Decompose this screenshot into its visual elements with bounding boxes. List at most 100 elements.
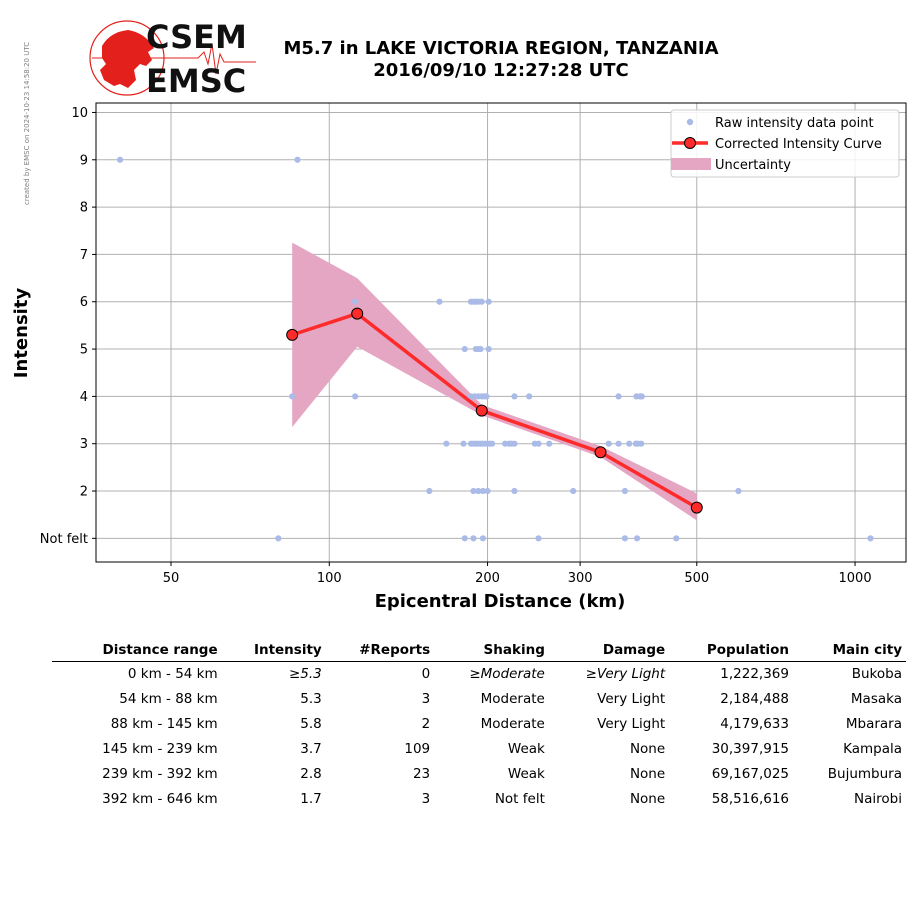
header-intensity: Intensity [221,640,326,662]
uncertainty-band [292,242,697,521]
legend-uncertainty-label: Uncertainty [715,158,791,173]
x-tick-label: 1000 [839,571,872,586]
cell-damage: None [629,741,666,757]
cell-main-city: Kampala [843,741,902,757]
raw-data-point [511,487,518,495]
cell-population: 58,516,616 [711,791,789,807]
table-row: 239 km - 392 km 2.8 23 Weak None 69,167,025 Bu… [52,762,906,787]
raw-data-point [621,487,629,495]
cell-reports: 2 [421,716,431,732]
cell-distance-range: 392 km - 646 km [102,791,218,807]
x-tick-label: 500 [684,571,709,586]
cell-shaking: Moderate [480,716,545,732]
cell-reports: 3 [421,791,431,807]
raw-data-point [460,440,467,447]
raw-data-point [478,298,485,305]
cell-main-city: Bujumbura [827,766,902,782]
raw-data-point [638,440,645,447]
x-tick-label: 100 [317,571,342,586]
corrected-curve [286,307,703,514]
header-main-city: Main city [793,640,906,662]
cell-intensity: 3.7 [300,741,322,757]
cell-reports: 0 [421,666,431,682]
uncertainty-area [292,242,697,521]
cell-intensity: 1.7 [300,791,322,807]
axis-ticks: 50 100 200 300 500 1000 Not felt 2 3 4 5 6 7 8 9 10 [40,106,872,586]
table-row: 54 km - 88 km 5.3 3 Moderate Very Light 2,184… [52,687,906,712]
y-tick-label: 4 [80,390,88,405]
raw-data-point [475,487,482,495]
cell-intensity: 2.8 [300,766,322,782]
intensity-distance-chart: 50 100 200 300 500 1000 Not felt 2 3 4 5 6 7 8 9 10 Epi… [11,102,907,612]
header-distance-range: Distance range [52,640,222,662]
table-row: 0 km - 54 km ≥5.3 0 ≥Moderate ≥Very Light 1,2… [52,662,906,688]
y-tick-label: 10 [71,106,88,121]
raw-data-point [461,345,468,353]
raw-data-point [484,487,491,495]
raw-data-point [526,393,533,400]
legend-uncertainty-swatch [671,158,711,170]
table-row: 392 km - 646 km 1.7 3 Not felt None 58,516,61… [52,787,906,812]
cell-population: 2,184,488 [720,691,789,707]
x-tick-label: 50 [163,571,180,586]
raw-data-point [477,345,484,353]
logo-text-top: CSEM [146,18,247,56]
cell-reports: 3 [421,691,431,707]
raw-data-point [605,440,612,447]
legend-curve-label: Corrected Intensity Curve [715,137,882,152]
cell-intensity: 5.3 [300,691,322,707]
plot-frame [95,102,907,563]
cell-intensity: 5.8 [300,716,322,732]
raw-data-point [488,440,496,447]
table-row: 145 km - 239 km 3.7 109 Weak None 30,397,915 K… [52,737,906,762]
y-tick-label: 8 [80,201,88,216]
y-tick-label: 3 [80,437,88,452]
raw-points [116,156,874,542]
csem-emsc-logo: CSEM EMSC [88,18,258,100]
x-axis-label: Epicentral Distance (km) [375,591,626,612]
header-damage: Damage [548,640,670,662]
cell-damage: Very Light [597,716,666,732]
cell-population: 4,179,633 [720,716,789,732]
raw-data-point [867,535,874,542]
table-header-row: Distance range Intensity #Reports Shakin… [52,640,906,662]
raw-data-point [436,298,443,305]
cell-distance-range: 88 km - 145 km [110,716,218,732]
raw-data-point [615,440,622,447]
cell-shaking: Weak [507,766,545,782]
cell-intensity: ≥5.3 [288,666,322,682]
globe-seismogram-icon: CSEM EMSC [89,18,256,100]
cell-distance-range: 239 km - 392 km [102,766,218,782]
raw-data-point [673,535,680,542]
cell-population: 1,222,369 [720,666,789,682]
y-tick-label: 7 [80,248,88,263]
cell-shaking: Not felt [494,791,545,807]
chart-title: M5.7 in LAKE VICTORIA REGION, TANZANIA [283,38,719,59]
cell-damage: Very Light [597,691,666,707]
y-tick-label: 2 [80,485,88,500]
cell-main-city: Masaka [850,691,902,707]
header-shaking: Shaking [434,640,549,662]
header-reports: #Reports [325,640,435,662]
cell-main-city: Mbarara [845,716,902,732]
legend-box [670,109,900,178]
legend: Raw intensity data point Corrected Inten… [670,109,900,178]
raw-data-point [546,440,553,447]
raw-data-point [289,393,296,400]
cell-main-city: Bukoba [851,666,902,682]
raw-data-point [535,440,542,447]
raw-data-point [426,487,433,495]
raw-data-point [511,393,518,400]
y-tick-label: 6 [80,295,88,310]
raw-data-point [535,535,542,542]
raw-data-point [735,487,742,495]
curve-point [594,446,607,459]
curve-point [351,307,364,320]
chart-subtitle: 2016/09/10 12:27:28 UTC [373,60,629,81]
y-tick-label: Not felt [40,532,88,547]
raw-data-point [479,535,487,542]
y-tick-label: 9 [80,153,88,168]
cell-population: 69,167,025 [711,766,789,782]
raw-data-point [485,298,492,305]
legend-raw-marker [686,118,694,126]
